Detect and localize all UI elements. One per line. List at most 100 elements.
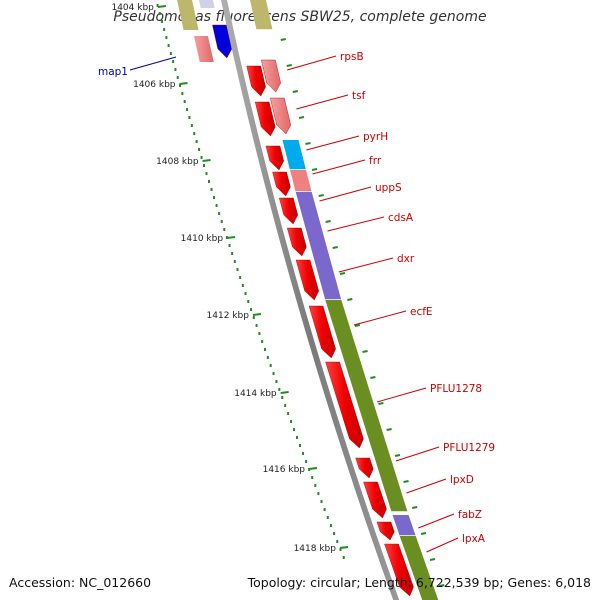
leader-line (129, 56, 177, 71)
tick-dot (203, 164, 206, 167)
tick-dot (266, 356, 269, 359)
summary-text: Topology: circular; Length: 6,722,539 bp… (247, 575, 591, 590)
tick-dot (287, 412, 290, 415)
track-tick (354, 324, 361, 327)
track-tick (332, 246, 338, 249)
gene-arrow (355, 457, 374, 479)
tick-dot (244, 292, 247, 295)
gene-label-map1: map1 (98, 66, 128, 78)
gene-arrow (363, 481, 387, 519)
track-tick (280, 38, 286, 41)
tick-dot (261, 340, 264, 343)
kbp-ticks: 1404 kbp 1406 kbp 1408 kbp 1410 kbp 1412 kbp… (111, 3, 445, 587)
gene-arrow (325, 361, 364, 449)
gene-label-pflu1278: PFLU1278 (430, 383, 482, 395)
kbp-label: 1406 kbp (133, 80, 176, 90)
tick-dot (326, 516, 329, 519)
tick-dot (290, 420, 293, 423)
tick-dot (323, 508, 326, 511)
leader-line (338, 257, 394, 273)
map1-arrow (193, 36, 214, 62)
tick-dot (314, 484, 317, 487)
track-tick (292, 90, 298, 93)
track-tick (362, 350, 368, 353)
category-segment (295, 192, 342, 300)
tick-dot (269, 364, 272, 367)
gene-arrow (254, 101, 276, 137)
gene-label-rpsb: rpsB (340, 51, 364, 63)
category-band (250, 0, 439, 600)
tick-dot (176, 76, 179, 79)
tick-dot (339, 548, 342, 551)
tick-dot (179, 84, 182, 87)
tick-dot (296, 436, 299, 439)
tick-dot (193, 132, 196, 135)
track-tick (305, 142, 311, 145)
tick-dot (317, 492, 320, 495)
kbp-tick (252, 313, 262, 316)
tick-dot (188, 116, 191, 119)
tick-dot (220, 220, 223, 223)
tick-dot (239, 276, 242, 279)
tick-dot (320, 500, 323, 503)
gene-arrow (308, 305, 336, 359)
tick-dot (156, 4, 159, 7)
track-tick (439, 584, 445, 587)
tick-dot (250, 308, 253, 311)
gene-arrow (265, 145, 284, 171)
tick-dot (198, 148, 201, 151)
tick-dot (165, 36, 168, 39)
tick-dot (272, 372, 275, 375)
tick-dot (311, 476, 314, 479)
category-segment (399, 536, 439, 600)
kbp-label: 1412 kbp (207, 311, 250, 321)
track-tick (420, 532, 427, 535)
tick-dot (160, 20, 163, 23)
tick-dot (169, 52, 172, 55)
feature-lavender (199, 0, 215, 8)
gene-arrow (376, 521, 395, 541)
tick-dot (223, 228, 226, 231)
leader-line (418, 513, 455, 529)
tick-dot (241, 284, 244, 287)
track-tick (298, 116, 305, 119)
tick-dot (302, 452, 305, 455)
kbp-label: 1414 kbp (234, 389, 277, 399)
tick-dot (228, 244, 231, 247)
category-segment (282, 140, 307, 170)
track-tick (411, 506, 418, 509)
gene-arrow (286, 227, 307, 257)
kbp-label: 1416 kbp (263, 465, 306, 475)
track-tick (403, 480, 409, 483)
tick-dot (299, 444, 302, 447)
map-title: Pseudomonas fluorescens SBW25, complete … (113, 9, 487, 25)
track-tick (286, 64, 292, 67)
tick-dot (236, 268, 239, 271)
kbp-tick (308, 467, 318, 470)
gene-label-lpxd: lpxD (450, 474, 474, 486)
track-tick (429, 558, 436, 561)
gene-label-cdsa: cdsA (388, 212, 414, 224)
tick-dot (167, 44, 170, 47)
tick-dot (284, 404, 287, 407)
gene-arrow (246, 65, 266, 97)
tick-dot (233, 260, 236, 263)
leader-line (395, 446, 440, 462)
tick-dot (305, 460, 308, 463)
leader-line (312, 159, 366, 175)
gene-label-frr: frr (369, 155, 382, 167)
kbp-tick (202, 159, 211, 162)
gene-arrow (295, 259, 319, 301)
tick-dot (205, 172, 208, 175)
category-segment (250, 0, 273, 30)
category-segment (290, 170, 312, 192)
track-tick (394, 454, 401, 457)
kbp-label: 1410 kbp (181, 234, 224, 244)
kbp-label: 1408 kbp (156, 157, 199, 167)
kbp-tick (179, 82, 188, 85)
tick-dot (278, 388, 281, 391)
gene-arrow (261, 59, 281, 93)
leader-line (296, 94, 349, 110)
gene-label-pflu1279: PFLU1279 (443, 442, 495, 454)
